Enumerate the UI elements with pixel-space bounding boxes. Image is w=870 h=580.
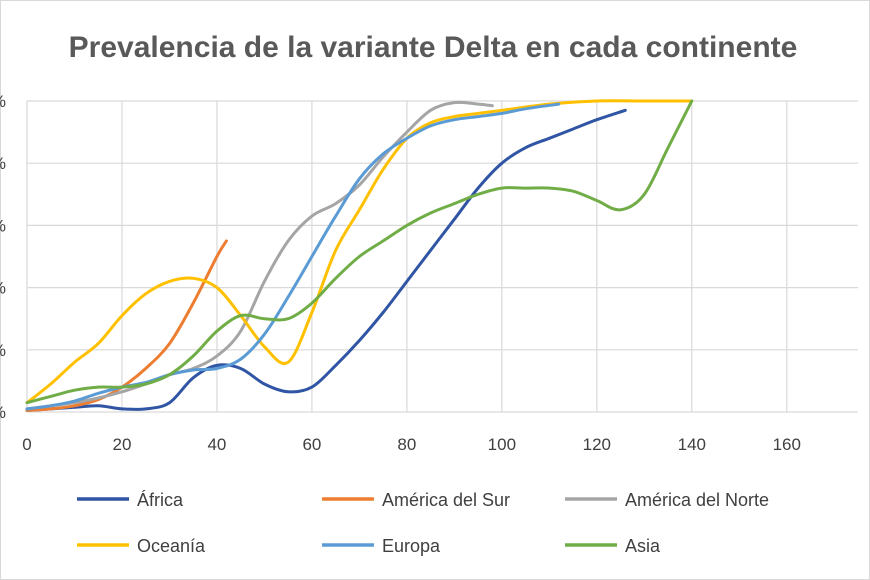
series-line-oceania bbox=[25, 99, 694, 405]
series-line-america-del-norte bbox=[25, 100, 494, 411]
tick-layer: %%%%%% 0 20 40 60 80 100 120 140 160 bbox=[0, 92, 801, 454]
legend-label-africa: África bbox=[137, 490, 184, 510]
y-tick-label: % bbox=[0, 92, 6, 111]
chart-title: Prevalencia de la variante Delta en cada… bbox=[69, 31, 798, 64]
grid-layer bbox=[26, 100, 858, 413]
series-line-europa bbox=[25, 102, 561, 411]
x-tick-label: 120 bbox=[583, 435, 611, 454]
y-tick-label: % bbox=[0, 154, 6, 173]
x-tick-label: 40 bbox=[207, 435, 226, 454]
y-tick-label: % bbox=[0, 279, 6, 298]
y-tick-label: % bbox=[0, 341, 6, 360]
y-tick-label: % bbox=[0, 403, 6, 422]
x-tick-label: 60 bbox=[302, 435, 321, 454]
series-layer bbox=[25, 99, 694, 412]
x-tick-label: 80 bbox=[397, 435, 416, 454]
legend-label-oceania: Oceanía bbox=[137, 536, 206, 556]
series-line-africa bbox=[25, 108, 627, 412]
x-tick-label: 140 bbox=[678, 435, 706, 454]
series-line-asia bbox=[25, 99, 694, 405]
y-tick-label: % bbox=[0, 216, 6, 235]
legend-label-europa: Europa bbox=[382, 536, 441, 556]
legend-label-america-del-norte: América del Norte bbox=[625, 490, 769, 510]
x-tick-label: 160 bbox=[773, 435, 801, 454]
series-line-america-del-sur bbox=[25, 239, 228, 412]
x-tick-label: 100 bbox=[488, 435, 516, 454]
legend-label-asia: Asia bbox=[625, 536, 661, 556]
x-tick-label: 20 bbox=[113, 435, 132, 454]
legend-label-america-del-sur: América del Sur bbox=[382, 490, 510, 510]
x-tick-label: 0 bbox=[22, 435, 31, 454]
legend: África América del Sur América del Norte Oc… bbox=[77, 490, 769, 556]
